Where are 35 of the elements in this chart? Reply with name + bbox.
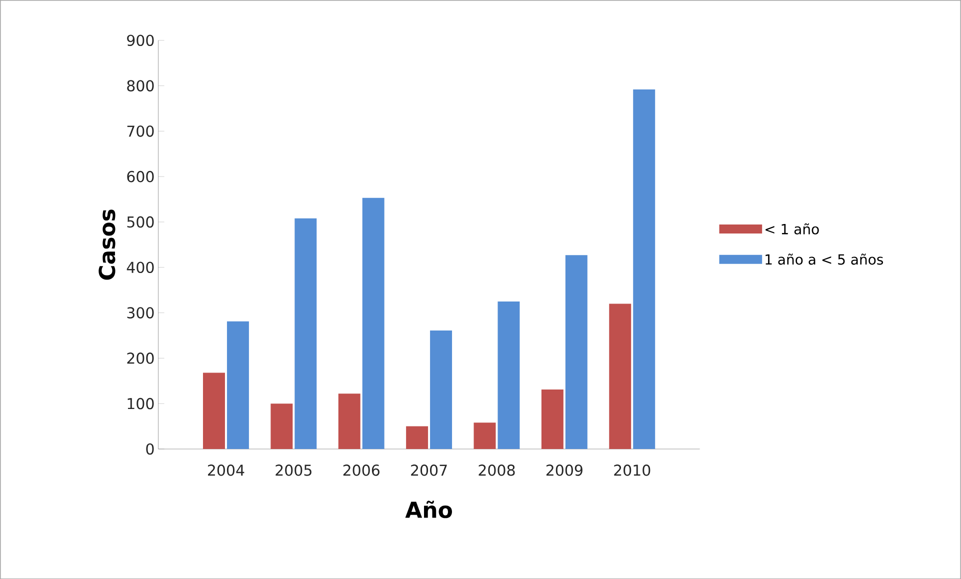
bar bbox=[609, 304, 632, 449]
bar bbox=[338, 393, 360, 449]
x-tick-label: 2006 bbox=[343, 464, 380, 476]
x-tick-label: 2007 bbox=[411, 464, 447, 476]
x-tick-label: 2008 bbox=[478, 464, 515, 476]
x-tick-label: 2005 bbox=[276, 464, 312, 476]
y-tick-label: 600 bbox=[127, 170, 154, 182]
bar bbox=[474, 422, 496, 449]
y-tick-label: 200 bbox=[127, 352, 154, 364]
bar bbox=[294, 218, 317, 449]
bar bbox=[633, 89, 656, 449]
y-tick-label: 800 bbox=[127, 80, 154, 92]
y-tick-label: 500 bbox=[127, 216, 154, 228]
y-axis-title: Casos bbox=[98, 209, 116, 280]
bar bbox=[430, 330, 452, 449]
bar bbox=[498, 301, 520, 449]
y-tick-label: 100 bbox=[128, 398, 154, 410]
x-axis-title: Año bbox=[405, 500, 452, 518]
bar bbox=[226, 321, 249, 449]
y-tick-label: 900 bbox=[127, 34, 154, 46]
x-tick-label: 2004 bbox=[208, 464, 244, 476]
bar bbox=[541, 389, 564, 449]
y-tick-label: 700 bbox=[127, 125, 154, 137]
legend-label: < 1 año bbox=[766, 223, 819, 234]
bar bbox=[270, 403, 293, 449]
bar bbox=[362, 198, 384, 449]
bar bbox=[406, 426, 428, 449]
y-tick-label: 300 bbox=[127, 306, 154, 318]
bar bbox=[202, 372, 225, 449]
y-tick-label: 0 bbox=[146, 443, 154, 455]
legend-label: 1 año a < 5 años bbox=[766, 254, 884, 265]
x-tick-label: 2009 bbox=[546, 464, 582, 476]
y-tick-label: 400 bbox=[126, 262, 154, 273]
bar bbox=[565, 254, 588, 449]
x-tick-label: 2010 bbox=[614, 464, 650, 476]
